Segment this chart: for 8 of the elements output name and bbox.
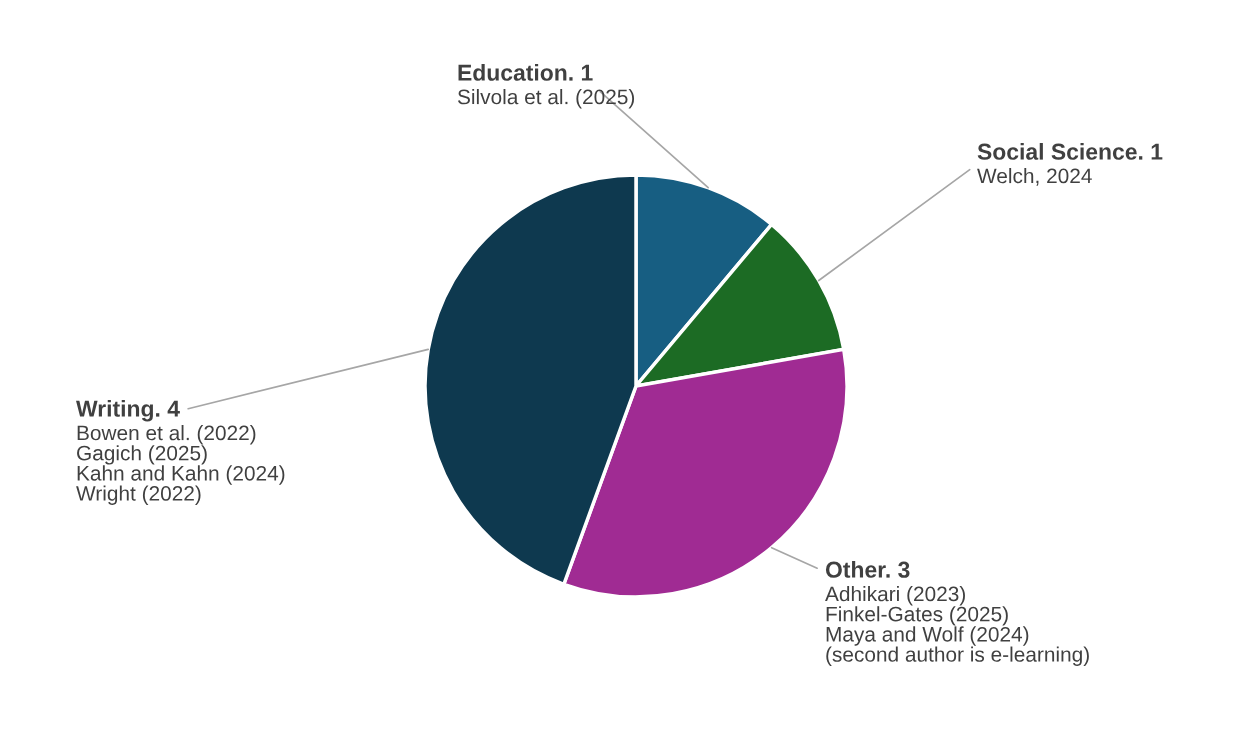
slice-label: Social Science. 1 — [977, 143, 1163, 160]
text: Adhikari (2023) Finkel-Gates (2025) Maya and Wolf (2024) (second author is e-learning) — [825, 586, 1089, 666]
text: Silvola et al. (2025) — [457, 89, 635, 109]
slice-label: Other. 3 — [825, 561, 910, 578]
text: Welch, 2024 — [977, 168, 1092, 186]
slice-label: Writing. 4 — [76, 400, 180, 422]
slice-label: Education. 1 — [458, 64, 593, 81]
text: Bowen et al. (2022) Gagich (2025) Kahn and Kahn (2024) Wright (2022) — [76, 425, 285, 505]
